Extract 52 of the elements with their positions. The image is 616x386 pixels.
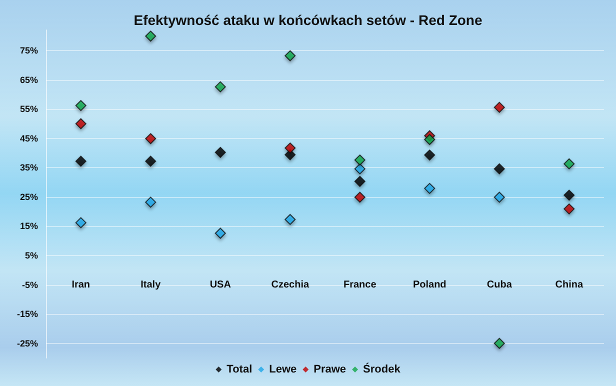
y-tick-label: 45% — [20, 133, 38, 144]
y-tick-label: 5% — [24, 250, 38, 260]
x-tick-label: USA — [210, 280, 231, 290]
point — [424, 150, 436, 161]
point — [145, 133, 156, 144]
y-tick-label: -5% — [22, 280, 38, 290]
point — [284, 142, 296, 154]
point — [145, 196, 156, 208]
legend-label: Total — [226, 364, 252, 376]
point — [354, 192, 366, 203]
legend-label: Lewe — [269, 364, 297, 376]
point — [494, 163, 505, 174]
point — [564, 190, 575, 201]
y-tick-label: -15% — [16, 309, 38, 320]
x-tick-label: Iran — [72, 280, 90, 290]
legend-label: Środek — [363, 362, 402, 376]
point — [424, 182, 436, 194]
point — [284, 50, 296, 62]
point — [145, 30, 156, 42]
x-tick-label: Czechia — [271, 280, 310, 290]
point — [494, 102, 505, 113]
point — [354, 154, 366, 166]
y-tick-label: 55% — [20, 104, 38, 114]
point — [75, 100, 86, 112]
point — [354, 163, 366, 174]
point — [214, 146, 226, 158]
chart-title: Efektywność ataku w końcówkach setów - Red Zone — [134, 12, 482, 28]
point — [284, 214, 296, 225]
x-tick-label: Cuba — [486, 280, 512, 290]
x-tick-label: France — [343, 280, 377, 290]
y-tick-label: 15% — [20, 221, 38, 232]
point — [214, 228, 226, 239]
point — [494, 338, 505, 349]
point — [75, 156, 86, 167]
y-tick-label: 65% — [20, 74, 38, 85]
point — [75, 118, 86, 130]
y-tick-label: 25% — [20, 192, 38, 202]
point — [75, 217, 86, 228]
y-tick-label: 75% — [20, 46, 38, 56]
point — [494, 192, 505, 203]
point — [214, 81, 226, 92]
x-tick-label: China — [555, 280, 584, 290]
point — [564, 203, 575, 214]
point — [354, 176, 366, 187]
legend-label: Prawe — [314, 364, 346, 376]
point — [564, 158, 575, 170]
point — [145, 156, 156, 167]
point — [424, 134, 436, 146]
y-tick-label: 35% — [20, 162, 38, 173]
x-tick-label: Italy — [140, 280, 162, 290]
y-tick-label: -25% — [16, 338, 38, 348]
x-tick-label: Poland — [412, 280, 446, 290]
